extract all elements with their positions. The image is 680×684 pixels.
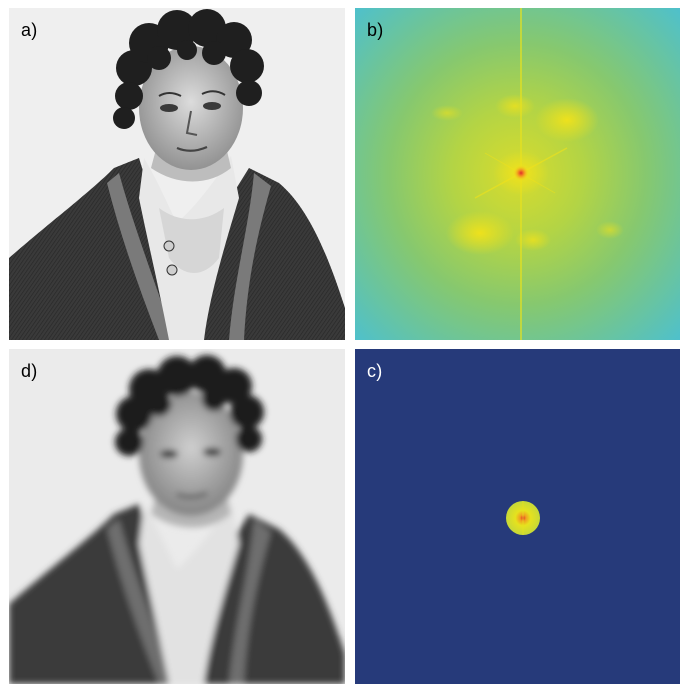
- portrait-image: [9, 8, 345, 340]
- blurred-portrait-image: [9, 349, 345, 684]
- panel-label-c: c): [367, 361, 383, 381]
- original-portrait-panel: a): [9, 8, 345, 340]
- panel-label-b: b): [367, 20, 384, 40]
- filtered-spectrum-image: [355, 349, 680, 684]
- panel-label-d: d): [21, 361, 38, 381]
- panel-label-a: a): [21, 20, 38, 40]
- reconstructed-portrait-panel: d): [9, 349, 345, 684]
- filtered-spectrum-panel: c): [355, 349, 680, 684]
- spectrum-image: [355, 8, 680, 340]
- fourier-spectrum-panel: b): [355, 8, 680, 340]
